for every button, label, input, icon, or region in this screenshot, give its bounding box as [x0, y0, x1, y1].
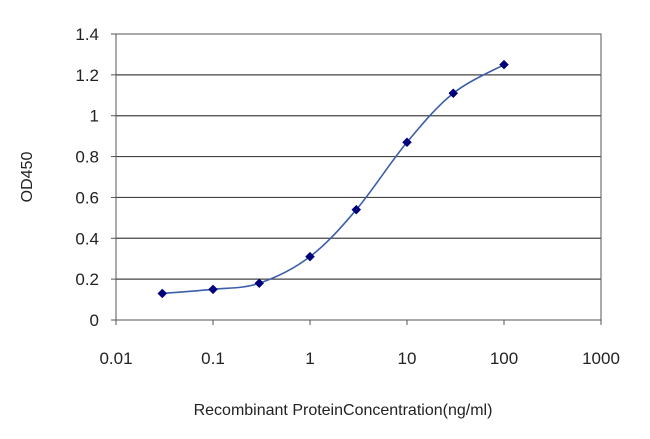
- x-tick-label: 0.01: [99, 349, 132, 368]
- data-point-marker: [499, 59, 509, 70]
- y-tick-label: 1.2: [75, 66, 99, 85]
- x-axis-title: Recombinant ProteinConcentration(ng/ml): [194, 402, 493, 419]
- data-point-marker: [157, 288, 168, 299]
- data-point-marker: [305, 251, 315, 262]
- x-tick-label: 0.1: [201, 349, 225, 368]
- data-point-marker: [351, 204, 362, 215]
- y-tick-label: 0.8: [75, 148, 99, 167]
- y-axis-ticks: 0 0.2 0.4 0.6 0.8 1 1.2 1.4: [75, 25, 116, 330]
- y-tick-label: 0.4: [75, 229, 99, 248]
- data-point-marker: [254, 278, 265, 289]
- x-tick-label: 1: [305, 349, 314, 368]
- x-tick-label: 100: [490, 349, 518, 368]
- series-group: [157, 59, 509, 299]
- y-axis-title: OD450: [19, 152, 36, 203]
- y-tick-label: 0: [90, 311, 99, 330]
- x-tick-label: 10: [398, 349, 417, 368]
- gridlines: [116, 74, 601, 280]
- x-tick-label: 1000: [582, 349, 620, 368]
- data-point-marker: [208, 284, 218, 295]
- y-tick-label: 0.6: [75, 188, 99, 207]
- y-tick-label: 1.4: [75, 25, 99, 44]
- series-line: [162, 63, 505, 295]
- x-axis-ticks: 0.01 0.1 1 10 100 1000: [99, 320, 620, 368]
- y-tick-label: 1: [90, 107, 99, 126]
- data-point-marker: [448, 88, 459, 99]
- data-point-marker: [402, 137, 412, 148]
- y-tick-label: 0.2: [75, 270, 99, 289]
- plot-area-frame: [115, 33, 602, 321]
